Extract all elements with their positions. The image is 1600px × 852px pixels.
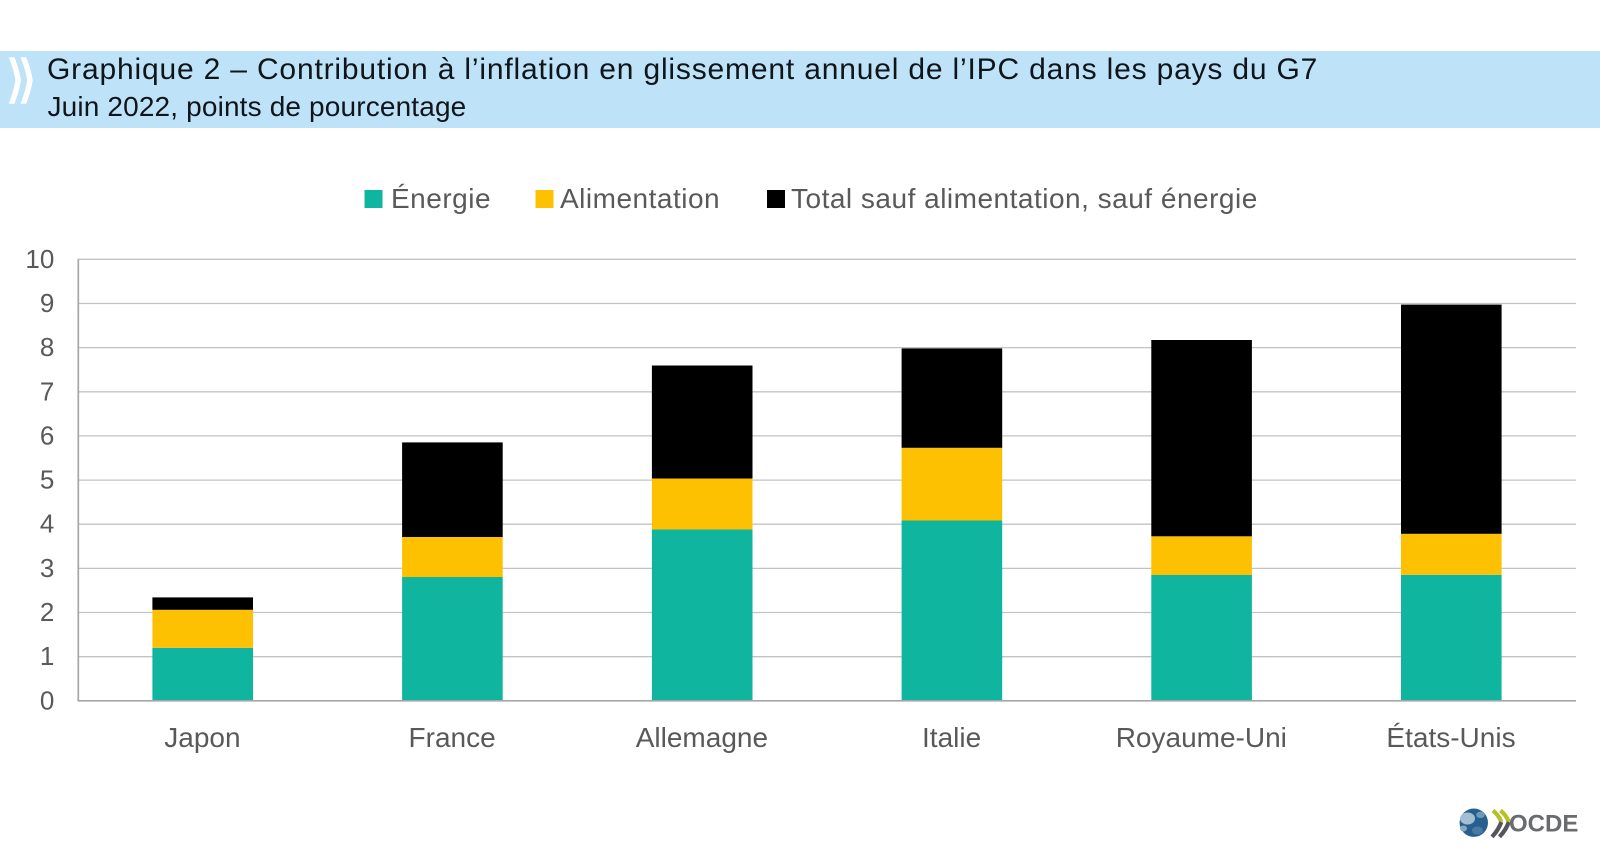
svg-text:1: 1 xyxy=(40,641,54,671)
svg-text:Royaume-Uni: Royaume-Uni xyxy=(1116,722,1287,753)
svg-text:France: France xyxy=(409,722,496,753)
svg-text:2: 2 xyxy=(40,597,54,627)
svg-text:7: 7 xyxy=(40,376,54,406)
svg-text:OCDE: OCDE xyxy=(1509,811,1578,838)
svg-text:9: 9 xyxy=(40,288,54,318)
svg-text:0: 0 xyxy=(40,685,54,715)
svg-text:Japon: Japon xyxy=(164,722,240,753)
svg-text:5: 5 xyxy=(40,465,54,495)
svg-text:Énergie: Énergie xyxy=(391,183,491,214)
svg-text:Allemagne: Allemagne xyxy=(636,722,768,753)
svg-text:3: 3 xyxy=(40,553,54,583)
svg-text:Alimentation: Alimentation xyxy=(560,183,720,214)
svg-text:8: 8 xyxy=(40,332,54,362)
svg-text:10: 10 xyxy=(25,244,54,274)
svg-text:Italie: Italie xyxy=(922,722,981,753)
svg-text:Total sauf alimentation, sauf: Total sauf alimentation, sauf énergie xyxy=(791,183,1258,214)
svg-text:Graphique 2 – Contribution à l: Graphique 2 – Contribution à l’inflation… xyxy=(47,53,1318,86)
svg-text:Juin 2022, points de pourcenta: Juin 2022, points de pourcentage xyxy=(48,91,467,122)
svg-text:4: 4 xyxy=(40,509,54,539)
svg-text:6: 6 xyxy=(40,420,54,450)
svg-text:États-Unis: États-Unis xyxy=(1386,722,1515,753)
